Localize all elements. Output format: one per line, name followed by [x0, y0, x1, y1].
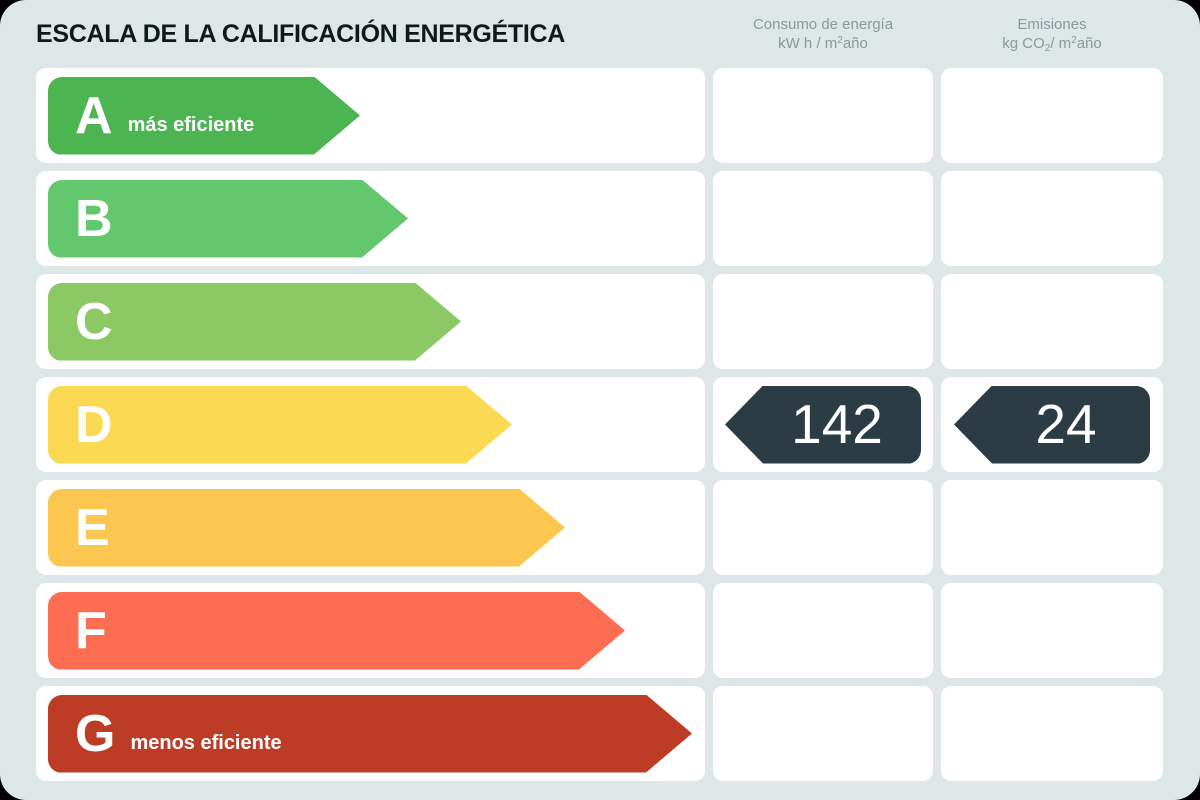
band-e-letter: E — [75, 498, 110, 557]
emissions-cell-c — [941, 274, 1163, 369]
emissions-unit-suffix: año — [1076, 35, 1102, 52]
band-e-arrow: E — [48, 489, 565, 567]
band-a-note: más eficiente — [127, 113, 255, 136]
emissions-unit-sub: 2 — [1044, 43, 1051, 54]
emissions-cell-g — [941, 686, 1163, 781]
band-d-arrow: D — [48, 386, 512, 464]
consumption-unit-prefix: kW h / m — [778, 35, 838, 52]
band-f-row-cell: F — [36, 583, 705, 678]
emissions-cell-e — [941, 480, 1163, 575]
band-g-arrow: G menos eficiente — [48, 695, 692, 773]
emissions-unit-prefix: kg CO — [1002, 35, 1045, 52]
band-a-letter: A — [75, 86, 113, 145]
consumption-unit-sup: 2 — [837, 35, 843, 46]
band-c-row-cell: C — [36, 274, 705, 369]
band-c-letter: C — [75, 292, 113, 351]
band-g-note: menos eficiente — [130, 731, 282, 754]
band-b-row-cell: B — [36, 171, 705, 266]
band-b-letter: B — [75, 189, 113, 248]
consumption-unit-suffix: año — [842, 35, 868, 52]
band-a-row-cell: A más eficiente — [36, 68, 705, 163]
emissions-cell-b — [941, 171, 1163, 266]
emissions-value-badge: 24 — [954, 385, 1150, 464]
band-f-arrow: F — [48, 592, 625, 670]
consumption-cell-a — [713, 68, 933, 163]
band-d-letter: D — [75, 395, 113, 454]
emissions-unit-mid: / m — [1050, 35, 1072, 52]
emissions-column-header: Emisiones kg CO2/ m2año — [941, 15, 1163, 54]
band-g-letter: G — [75, 704, 116, 763]
header-row: ESCALA DE LA CALIFICACIÓN ENERGÉTICA Con… — [0, 0, 1200, 68]
consumption-cell-e — [713, 480, 933, 575]
band-b-arrow: B — [48, 180, 408, 258]
emissions-header-line1: Emisiones — [1017, 15, 1087, 33]
emissions-cell-f — [941, 583, 1163, 678]
consumption-cell-b — [713, 171, 933, 266]
consumption-header-line1: Consumo de energía — [752, 15, 894, 33]
emissions-cell-a — [941, 68, 1163, 163]
emissions-unit-sup: 2 — [1071, 35, 1077, 46]
band-e-row-cell: E — [36, 480, 705, 575]
consumption-cell-g — [713, 686, 933, 781]
band-d-row-cell: D — [36, 377, 705, 472]
consumption-cell-c — [713, 274, 933, 369]
band-f-letter: F — [75, 601, 107, 660]
emissions-cell-d: 24 — [941, 377, 1163, 472]
band-c-arrow: C — [48, 283, 461, 361]
emissions-value: 24 — [1035, 393, 1097, 455]
band-g-row-cell: G menos eficiente — [36, 686, 705, 781]
consumption-column-header: Consumo de energía kW h / m2año — [713, 15, 933, 53]
consumption-value: 142 — [791, 393, 883, 455]
band-a-arrow: A más eficiente — [48, 77, 360, 155]
consumption-value-badge: 142 — [725, 385, 921, 464]
rating-grid: A más eficiente B C D — [0, 68, 1200, 781]
consumption-cell-d: 142 — [713, 377, 933, 472]
consumption-cell-f — [713, 583, 933, 678]
page-title: ESCALA DE LA CALIFICACIÓN ENERGÉTICA — [36, 19, 566, 48]
